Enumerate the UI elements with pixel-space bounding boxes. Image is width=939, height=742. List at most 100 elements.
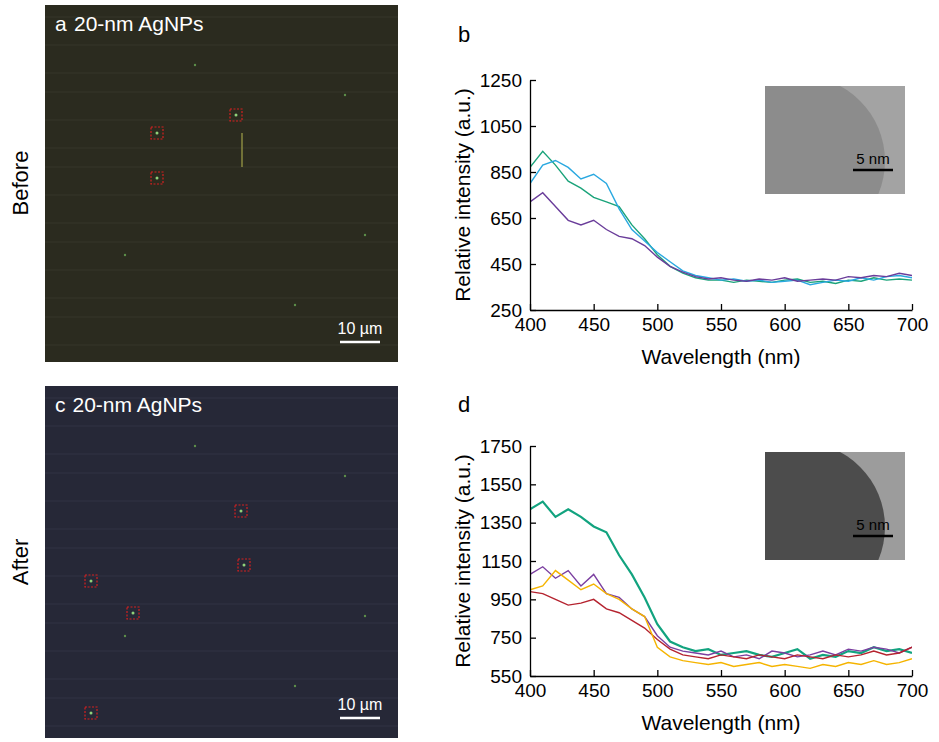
y-tick-mark — [530, 484, 536, 485]
image-stripe — [45, 223, 398, 224]
y-axis-title: Relative intensity (a.u.) — [451, 88, 474, 302]
particle — [294, 685, 296, 687]
x-tick-mark — [721, 304, 722, 310]
panel-label: c — [55, 393, 66, 416]
row-label: Before — [8, 151, 33, 216]
image-title: 20-nm AgNPs — [73, 393, 203, 416]
x-tick-label: 450 — [578, 314, 610, 335]
image-stripe — [45, 195, 398, 196]
y-tick: 1350 — [480, 512, 536, 533]
spectrum-line — [530, 502, 912, 659]
x-tick-label: 650 — [833, 680, 865, 701]
image-stripe — [45, 501, 398, 502]
inset-scale-label: 5 nm — [856, 516, 889, 533]
y-tick: 1750 — [480, 436, 536, 457]
x-tick: 450 — [578, 670, 610, 701]
y-tick-label: 750 — [490, 627, 522, 648]
image-stripe — [45, 623, 398, 624]
y-tick-label: 1150 — [481, 551, 522, 572]
y-axis: 25045065085010501250 — [480, 70, 536, 321]
x-axis: 400450500550600650700 — [515, 304, 929, 335]
selection-box — [85, 707, 97, 719]
image-stripe — [45, 426, 398, 427]
x-tick-mark — [594, 670, 595, 676]
x-tick-mark — [594, 304, 595, 310]
x-tick: 600 — [769, 670, 801, 701]
spectrum-line — [530, 571, 912, 669]
image-stripe — [45, 651, 398, 652]
scale-bar — [340, 341, 380, 344]
y-axis-title: Relative intensity (a.u.) — [451, 454, 474, 668]
image-stripe — [45, 604, 398, 605]
spectrum-line — [530, 567, 912, 659]
x-tick-label: 450 — [578, 680, 610, 701]
image-background — [45, 5, 398, 362]
x-tick-mark — [721, 670, 722, 676]
particle — [124, 254, 126, 256]
y-tick-label: 1750 — [480, 436, 522, 457]
image-stripe — [45, 242, 398, 243]
particle — [243, 564, 246, 567]
spectrum-line — [530, 193, 912, 282]
y-tick: 450 — [490, 254, 536, 275]
x-tick-mark — [657, 304, 658, 310]
particle — [124, 635, 126, 637]
x-axis: 400450500550600650700 — [515, 670, 929, 701]
x-tick-mark — [657, 670, 658, 676]
y-tick: 650 — [490, 208, 536, 229]
x-tick: 650 — [833, 670, 865, 701]
x-tick-label: 600 — [769, 680, 801, 701]
selection-box — [127, 607, 139, 619]
selection-box — [230, 109, 242, 121]
y-tick: 250 — [490, 300, 536, 321]
x-tick-label: 550 — [706, 680, 738, 701]
panel-label: a — [55, 12, 67, 35]
spectrum-line — [530, 592, 912, 659]
y-tick-label: 950 — [490, 589, 522, 610]
x-tick-label: 700 — [897, 680, 929, 701]
particle — [132, 612, 135, 615]
y-tick-mark — [530, 446, 536, 447]
plot-lines — [530, 502, 912, 669]
image-panel: c20-nm AgNPs10 µm — [45, 386, 398, 738]
image-stripe — [45, 148, 398, 149]
x-tick-mark — [848, 670, 849, 676]
particle — [344, 475, 346, 477]
y-tick-label: 1250 — [480, 70, 522, 91]
y-tick-mark — [530, 676, 536, 677]
y-tick-label: 250 — [490, 300, 522, 321]
chart: d5 nm40045050055060065070055075095011501… — [451, 392, 929, 734]
inset-scale-bar — [853, 535, 893, 538]
y-tick-label: 450 — [490, 254, 522, 275]
inset-scale-bar — [853, 169, 893, 172]
plot-lines — [530, 151, 912, 284]
image-stripe — [45, 120, 398, 121]
y-tick-label: 1050 — [480, 116, 522, 137]
selection-box — [151, 127, 163, 139]
x-tick-mark — [912, 304, 913, 310]
y-tick-mark — [530, 638, 536, 639]
y-tick: 1050 — [480, 116, 536, 137]
panel-label: b — [458, 22, 470, 47]
y-tick-mark — [530, 523, 536, 524]
image-stripe — [45, 317, 398, 318]
particle — [294, 304, 296, 306]
particle — [364, 615, 366, 617]
particle — [90, 712, 93, 715]
image-title: 20-nm AgNPs — [74, 12, 204, 35]
y-tick-mark — [530, 561, 536, 562]
y-tick-mark — [530, 599, 536, 600]
image-stripe — [45, 270, 398, 271]
figure: BeforeAftera20-nm AgNPs10 µmc20-nm AgNPs… — [0, 0, 939, 742]
streak — [241, 133, 243, 167]
inset-image: 5 nm — [715, 76, 905, 246]
chart: b5 nm40045050055060065070025045065085010… — [451, 22, 929, 368]
image-stripe — [45, 529, 398, 530]
x-tick: 500 — [642, 304, 674, 335]
image-stripe — [45, 45, 398, 46]
x-tick-mark — [785, 670, 786, 676]
particle — [194, 64, 196, 66]
y-tick-label: 650 — [490, 208, 522, 229]
x-tick: 550 — [706, 670, 738, 701]
y-tick-mark — [530, 310, 536, 311]
